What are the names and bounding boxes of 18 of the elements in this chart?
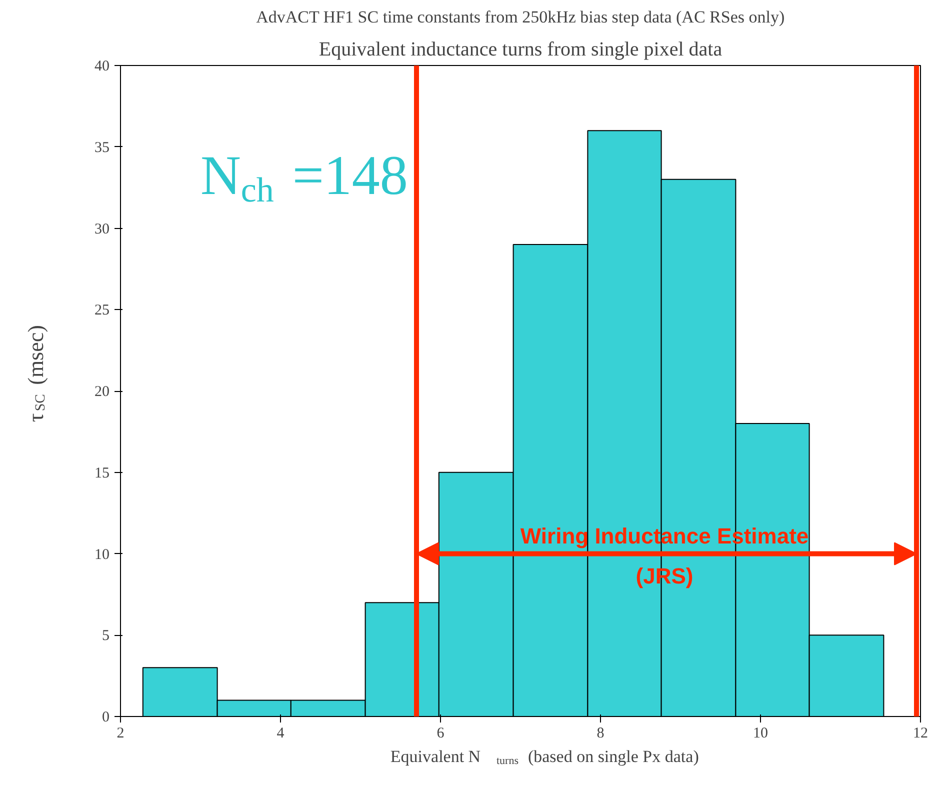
x-tick-label: 12 — [913, 726, 928, 742]
y-axis-title: τSC (msec) — [23, 325, 48, 422]
x-tick-label: 10 — [753, 726, 768, 742]
x-tick-label: 6 — [436, 726, 445, 742]
y-tick-label: 0 — [102, 710, 110, 726]
x-tick-label: 8 — [596, 726, 604, 742]
y-tick-label: 35 — [94, 140, 110, 156]
y-tick-label: 20 — [94, 384, 110, 400]
x-tick-label: 4 — [276, 726, 285, 742]
y-tick-label: 30 — [94, 221, 110, 238]
y-tick-label: 25 — [94, 302, 110, 319]
y-tick-label: 15 — [94, 465, 110, 482]
y-tick-label: 40 — [94, 58, 110, 74]
y-tick-label: 5 — [102, 628, 110, 644]
chart-subtitle: Equivalent inductance turns from single pixel data — [318, 38, 722, 60]
y-tick-label: 10 — [94, 546, 110, 563]
chart-title: AdvACT HF1 SC time constants from 250kHz bias step data (AC RSes only) — [256, 8, 785, 26]
x-tick-label: 2 — [116, 726, 124, 742]
